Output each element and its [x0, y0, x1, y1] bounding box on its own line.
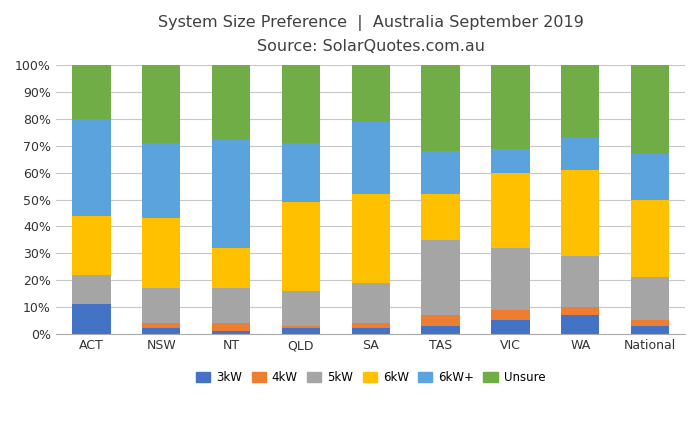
Bar [421, 326, 460, 334]
Bar [631, 65, 669, 154]
Bar [142, 65, 181, 143]
Bar [142, 329, 181, 334]
Title: System Size Preference  |  Australia September 2019
Source: SolarQuotes.com.au: System Size Preference | Australia Septe… [158, 15, 584, 54]
Bar [212, 331, 250, 334]
Bar [351, 121, 390, 194]
Bar [491, 320, 530, 334]
Bar [351, 323, 390, 329]
Bar [281, 65, 320, 143]
Bar [212, 65, 250, 140]
Bar [281, 202, 320, 291]
Bar [351, 329, 390, 334]
Bar [631, 277, 669, 320]
Bar [212, 248, 250, 288]
Bar [561, 138, 599, 170]
Bar [142, 218, 181, 288]
Legend: 3kW, 4kW, 5kW, 6kW, 6kW+, Unsure: 3kW, 4kW, 5kW, 6kW, 6kW+, Unsure [192, 367, 550, 389]
Bar [421, 315, 460, 326]
Bar [281, 143, 320, 202]
Bar [142, 323, 181, 329]
Bar [561, 256, 599, 307]
Bar [351, 283, 390, 323]
Bar [491, 248, 530, 310]
Bar [631, 326, 669, 334]
Bar [421, 65, 460, 151]
Bar [281, 291, 320, 326]
Bar [631, 154, 669, 200]
Bar [72, 215, 111, 275]
Bar [212, 140, 250, 248]
Bar [421, 240, 460, 315]
Bar [72, 119, 111, 215]
Bar [142, 143, 181, 218]
Bar [281, 329, 320, 334]
Bar [561, 170, 599, 256]
Bar [631, 200, 669, 277]
Bar [281, 326, 320, 329]
Bar [491, 65, 530, 149]
Bar [421, 194, 460, 240]
Bar [491, 310, 530, 320]
Bar [491, 173, 530, 248]
Bar [351, 194, 390, 283]
Bar [561, 315, 599, 334]
Bar [491, 149, 530, 173]
Bar [631, 320, 669, 326]
Bar [421, 151, 460, 194]
Bar [212, 323, 250, 331]
Bar [561, 65, 599, 138]
Bar [561, 307, 599, 315]
Bar [72, 304, 111, 334]
Bar [72, 275, 111, 304]
Bar [72, 65, 111, 119]
Bar [351, 65, 390, 121]
Bar [142, 288, 181, 323]
Bar [212, 288, 250, 323]
